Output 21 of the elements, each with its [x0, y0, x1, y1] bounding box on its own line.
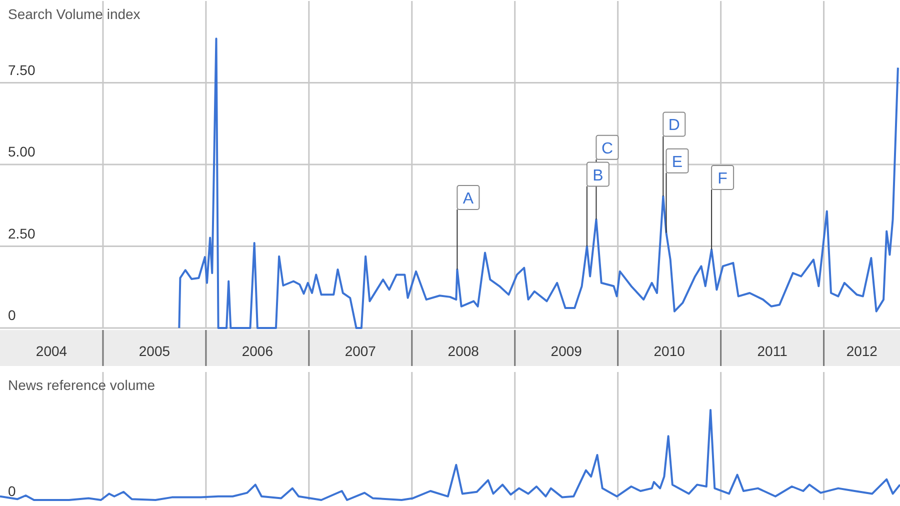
y-axis-title: News reference volume	[8, 377, 156, 393]
x-tick-label: 2010	[654, 343, 686, 359]
y-axis-title: Search Volume index	[8, 6, 140, 22]
x-tick-label: 2008	[448, 343, 480, 359]
y-tick-label: 2.50	[8, 225, 36, 242]
x-tick-label: 2004	[36, 343, 68, 359]
y-tick-label: 5.00	[8, 144, 36, 160]
annotation: A	[462, 190, 474, 208]
y-tick-label: 7.50	[8, 62, 36, 78]
x-tick-label: 2012	[846, 343, 878, 359]
annotation: E	[672, 154, 683, 171]
annotation: C	[601, 140, 614, 158]
x-tick-label: 2006	[242, 343, 274, 359]
x-tick-label: 2009	[550, 343, 582, 359]
x-tick-label: 2007	[344, 343, 376, 359]
annotation: D	[668, 117, 680, 134]
x-tick-label: 2005	[138, 343, 170, 359]
y-tick-label: 0	[8, 307, 16, 323]
annotation: B	[592, 167, 604, 184]
x-tick-label: 2011	[757, 343, 788, 359]
annotation: F	[718, 170, 728, 188]
